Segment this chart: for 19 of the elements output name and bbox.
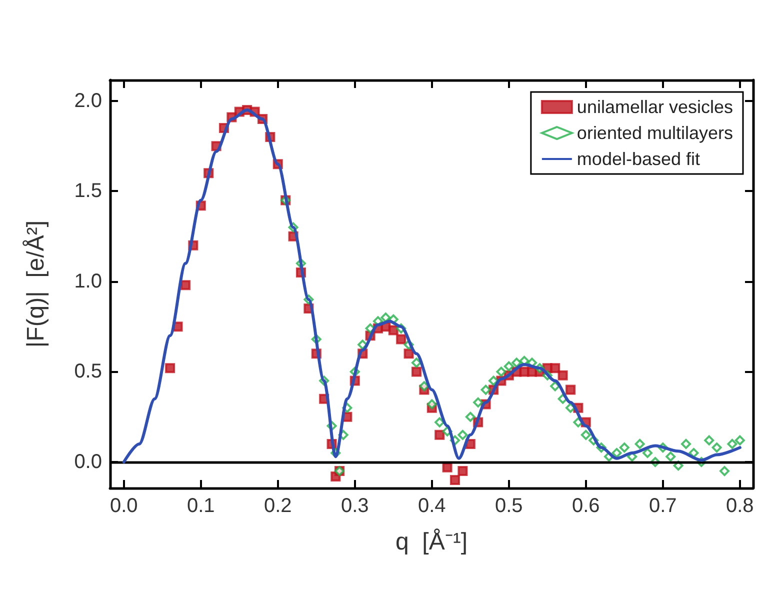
x-tick-label: 0.1 [186, 495, 215, 517]
legend-label: unilamellar vesicles [576, 97, 733, 117]
x-tick-label: 0.6 [572, 495, 600, 517]
x-tick-label: 0.7 [648, 495, 677, 517]
x-tick-label: 0.3 [340, 495, 369, 517]
x-tick-label: 0.8 [726, 495, 754, 517]
y-tick-label: 0.0 [74, 451, 102, 474]
x-axis-title: q [Å⁻¹] [395, 528, 468, 556]
y-axis-title: |F(q)| [e/Å²] [22, 220, 50, 348]
x-tick-label: 0.5 [494, 495, 523, 517]
y-tick-label: 1.5 [74, 180, 102, 202]
x-tick-label: 0.2 [264, 495, 292, 517]
legend-label: oriented multilayers [576, 123, 734, 143]
y-tick-label: 2.0 [74, 90, 102, 112]
legend-label: model-based fit [576, 149, 700, 169]
y-tick-label: 1.0 [74, 270, 102, 292]
y-tick-label: 0.5 [74, 360, 102, 383]
x-tick-label: 0.4 [418, 495, 446, 517]
x-tick-label: 0.0 [110, 495, 138, 517]
